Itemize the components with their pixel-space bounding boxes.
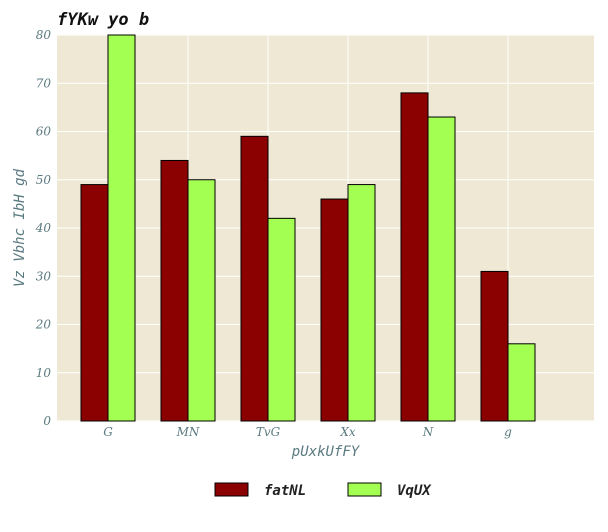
x-tick-label: N bbox=[422, 425, 434, 439]
chart-title: fYKw yo b bbox=[57, 10, 149, 30]
x-tick-label: Xx bbox=[339, 425, 356, 439]
legend: fatNL VqUX bbox=[214, 482, 432, 499]
bar-fatNL-MN bbox=[160, 159, 189, 422]
bar-VqUX-TvG bbox=[267, 217, 296, 422]
y-tick-label: 40 bbox=[35, 221, 52, 235]
y-tick-label: 0 bbox=[43, 414, 51, 428]
x-tick-label: TvG bbox=[256, 425, 281, 439]
y-tick-label: 70 bbox=[36, 76, 52, 90]
y-tick-label: 50 bbox=[36, 173, 52, 187]
x-axis-label: pUxkUfFY bbox=[291, 444, 361, 460]
bar-fatNL-TvG bbox=[240, 135, 269, 422]
legend-label-VqUX: VqUX bbox=[397, 483, 432, 499]
y-axis-label: Vz Vbhc IbH gd bbox=[12, 168, 28, 287]
bar-VqUX-G bbox=[107, 34, 136, 422]
y-axis-ticks: 0 10 20 30 40 50 60 70 80 bbox=[35, 28, 52, 428]
legend-label-fatNL: fatNL bbox=[264, 483, 306, 499]
y-tick-label: 60 bbox=[36, 125, 52, 139]
bar-fatNL-Xx bbox=[320, 198, 349, 422]
bar-VqUX-Xx bbox=[347, 184, 376, 422]
bar-fatNL-N bbox=[400, 92, 429, 422]
x-tick-label: G bbox=[103, 425, 113, 439]
x-tick-label: MN bbox=[176, 425, 200, 439]
bars bbox=[80, 34, 536, 422]
legend-swatch-VqUX bbox=[347, 482, 382, 497]
x-tick-label: g bbox=[504, 425, 512, 439]
y-tick-label: 10 bbox=[36, 366, 52, 380]
bar-VqUX-MN bbox=[187, 179, 216, 422]
y-tick-label: 30 bbox=[36, 269, 52, 283]
bar-fatNL-G bbox=[80, 184, 109, 422]
bar-VqUX-g bbox=[507, 343, 536, 422]
bar-VqUX-N bbox=[427, 116, 456, 422]
legend-swatch-fatNL bbox=[214, 482, 249, 497]
y-tick-label: 80 bbox=[36, 28, 52, 42]
bar-fatNL-g bbox=[480, 270, 509, 422]
y-tick-label: 20 bbox=[35, 318, 52, 332]
